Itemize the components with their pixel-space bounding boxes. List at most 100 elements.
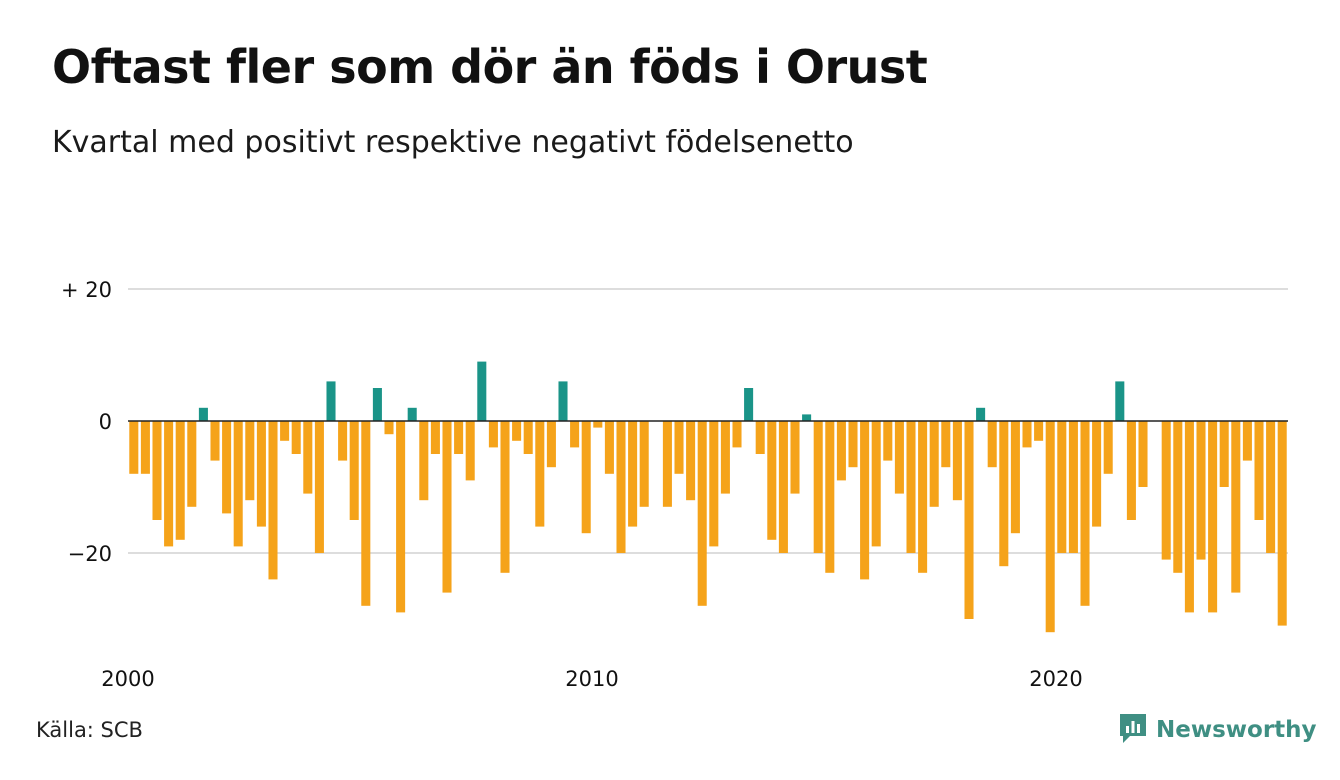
bar-3 bbox=[164, 421, 174, 547]
bar-65 bbox=[883, 421, 893, 461]
bar-37 bbox=[558, 381, 568, 421]
bar-74 bbox=[987, 421, 997, 468]
bar-chart: + 20 0 −20 2000 2010 2020 bbox=[61, 278, 1288, 691]
bar-7 bbox=[210, 421, 220, 461]
bar-21 bbox=[372, 388, 382, 421]
bar-23 bbox=[396, 421, 406, 613]
bar-4 bbox=[175, 421, 185, 540]
bar-82 bbox=[1080, 421, 1090, 606]
bar-43 bbox=[628, 421, 638, 527]
bar-91 bbox=[1184, 421, 1194, 613]
bar-61 bbox=[836, 421, 846, 481]
bar-84 bbox=[1103, 421, 1113, 474]
bar-87 bbox=[1138, 421, 1148, 487]
bar-51 bbox=[720, 421, 730, 494]
chart-title: Oftast fler som dör än föds i Orust bbox=[52, 40, 928, 94]
bar-28 bbox=[454, 421, 464, 454]
bar-1 bbox=[140, 421, 150, 474]
bar-14 bbox=[291, 421, 301, 454]
bar-17 bbox=[326, 381, 336, 421]
y-axis-ticks: + 20 0 −20 bbox=[61, 278, 112, 566]
y-tick-label-0: + 20 bbox=[61, 278, 112, 302]
bar-5 bbox=[187, 421, 197, 507]
x-tick-label-0: 2000 bbox=[101, 667, 154, 691]
bar-36 bbox=[546, 421, 556, 468]
bar-46 bbox=[662, 421, 672, 507]
bar-86 bbox=[1126, 421, 1136, 520]
bar-64 bbox=[871, 421, 881, 547]
bar-35 bbox=[535, 421, 545, 527]
bar-63 bbox=[860, 421, 870, 580]
bar-24 bbox=[407, 407, 417, 421]
bar-85 bbox=[1115, 381, 1125, 421]
bar-72 bbox=[964, 421, 974, 619]
bar-99 bbox=[1277, 421, 1287, 626]
newsworthy-logo-icon bbox=[1118, 712, 1148, 748]
bar-6 bbox=[198, 407, 208, 421]
x-tick-label-1: 2010 bbox=[565, 667, 618, 691]
bar-0 bbox=[129, 421, 139, 474]
y-tick-label-2: −20 bbox=[68, 542, 112, 566]
bar-66 bbox=[894, 421, 904, 494]
bar-70 bbox=[941, 421, 951, 468]
bar-67 bbox=[906, 421, 916, 553]
bar-27 bbox=[442, 421, 452, 593]
bar-58 bbox=[802, 414, 812, 421]
bar-57 bbox=[790, 421, 800, 494]
bar-92 bbox=[1196, 421, 1206, 560]
x-axis-ticks: 2000 2010 2020 bbox=[101, 667, 1082, 691]
bar-54 bbox=[755, 421, 765, 454]
bar-9 bbox=[233, 421, 243, 547]
bar-16 bbox=[314, 421, 324, 553]
bar-83 bbox=[1092, 421, 1102, 527]
bar-32 bbox=[500, 421, 510, 573]
bar-75 bbox=[999, 421, 1009, 567]
bar-34 bbox=[523, 421, 533, 454]
bar-18 bbox=[338, 421, 348, 461]
bar-55 bbox=[767, 421, 777, 540]
newsworthy-logo-text: Newsworthy bbox=[1156, 717, 1317, 743]
bars bbox=[129, 361, 1287, 633]
bar-20 bbox=[361, 421, 371, 606]
bar-90 bbox=[1173, 421, 1183, 573]
bar-38 bbox=[570, 421, 580, 448]
bar-52 bbox=[732, 421, 742, 448]
x-tick-label-2: 2020 bbox=[1029, 667, 1082, 691]
bar-96 bbox=[1242, 421, 1252, 461]
bar-33 bbox=[512, 421, 522, 441]
chart-subtitle: Kvartal med positivt respektive negativt… bbox=[52, 125, 854, 160]
bar-53 bbox=[744, 388, 754, 421]
bar-49 bbox=[697, 421, 707, 606]
bar-19 bbox=[349, 421, 359, 520]
bar-25 bbox=[419, 421, 429, 501]
bar-59 bbox=[813, 421, 823, 553]
bar-8 bbox=[222, 421, 232, 514]
bar-50 bbox=[709, 421, 719, 547]
bar-13 bbox=[280, 421, 290, 441]
bar-30 bbox=[477, 361, 487, 421]
bar-39 bbox=[581, 421, 591, 534]
bar-71 bbox=[952, 421, 962, 501]
bar-77 bbox=[1022, 421, 1032, 448]
bar-2 bbox=[152, 421, 162, 520]
bar-81 bbox=[1068, 421, 1078, 553]
bar-73 bbox=[976, 407, 986, 421]
bar-47 bbox=[674, 421, 684, 474]
bar-44 bbox=[639, 421, 649, 507]
bar-80 bbox=[1057, 421, 1067, 553]
bar-40 bbox=[593, 421, 603, 428]
bar-89 bbox=[1161, 421, 1171, 560]
bar-56 bbox=[778, 421, 788, 553]
bar-76 bbox=[1010, 421, 1020, 534]
bar-79 bbox=[1045, 421, 1055, 633]
source-note: Källa: SCB bbox=[36, 718, 143, 742]
bar-11 bbox=[256, 421, 266, 527]
bar-62 bbox=[848, 421, 858, 468]
bar-15 bbox=[303, 421, 313, 494]
bar-42 bbox=[616, 421, 626, 553]
bar-60 bbox=[825, 421, 835, 573]
bar-29 bbox=[465, 421, 475, 481]
bar-41 bbox=[604, 421, 614, 474]
bar-22 bbox=[384, 421, 394, 435]
y-tick-label-1: 0 bbox=[99, 410, 112, 434]
